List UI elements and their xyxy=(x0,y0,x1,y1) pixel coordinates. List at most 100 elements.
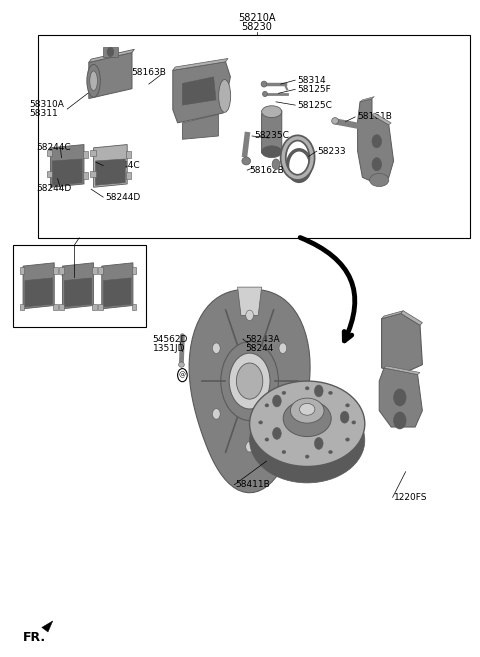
Bar xyxy=(59,304,64,310)
Bar xyxy=(83,151,88,158)
Text: 54562D: 54562D xyxy=(153,334,188,344)
Ellipse shape xyxy=(263,91,267,97)
Ellipse shape xyxy=(261,81,267,87)
Polygon shape xyxy=(104,278,131,307)
Text: 58161B: 58161B xyxy=(358,112,393,122)
Text: 58244C: 58244C xyxy=(106,161,140,170)
Bar xyxy=(92,304,97,310)
Ellipse shape xyxy=(370,173,389,187)
Polygon shape xyxy=(360,97,374,102)
Bar xyxy=(20,304,24,310)
Bar xyxy=(59,267,64,274)
Text: 58244: 58244 xyxy=(245,344,273,353)
Bar xyxy=(126,151,131,158)
Polygon shape xyxy=(238,287,262,315)
Text: 58314: 58314 xyxy=(298,76,326,85)
Ellipse shape xyxy=(332,118,338,124)
Ellipse shape xyxy=(265,403,269,407)
Bar xyxy=(90,150,96,156)
Text: 58125F: 58125F xyxy=(298,85,331,94)
Circle shape xyxy=(272,159,280,170)
Circle shape xyxy=(394,412,406,429)
Text: 1220FS: 1220FS xyxy=(394,493,427,502)
Polygon shape xyxy=(382,311,403,319)
Polygon shape xyxy=(94,145,127,187)
Ellipse shape xyxy=(90,71,97,91)
Polygon shape xyxy=(182,77,216,105)
Polygon shape xyxy=(62,263,94,309)
Polygon shape xyxy=(401,311,422,325)
Ellipse shape xyxy=(262,106,282,118)
Polygon shape xyxy=(50,145,84,187)
Ellipse shape xyxy=(282,391,286,394)
Polygon shape xyxy=(64,278,92,307)
Text: 58162B: 58162B xyxy=(250,166,284,175)
Bar xyxy=(98,304,103,310)
Polygon shape xyxy=(42,621,53,632)
Text: FR.: FR. xyxy=(23,631,46,644)
Polygon shape xyxy=(358,99,394,183)
Ellipse shape xyxy=(259,421,263,424)
Polygon shape xyxy=(23,263,54,309)
Ellipse shape xyxy=(218,79,230,112)
Bar xyxy=(103,47,118,57)
Polygon shape xyxy=(382,313,422,374)
Ellipse shape xyxy=(242,157,251,165)
Polygon shape xyxy=(262,110,282,153)
Ellipse shape xyxy=(300,403,315,415)
Text: 58235C: 58235C xyxy=(254,131,289,141)
Bar xyxy=(53,304,58,310)
Ellipse shape xyxy=(265,438,269,442)
Bar xyxy=(53,267,58,274)
Text: 58310A: 58310A xyxy=(29,100,64,109)
Ellipse shape xyxy=(283,401,331,437)
Ellipse shape xyxy=(250,381,365,466)
Bar xyxy=(126,172,131,179)
Polygon shape xyxy=(182,114,218,139)
Ellipse shape xyxy=(250,397,365,483)
Bar xyxy=(92,267,97,274)
Ellipse shape xyxy=(237,363,263,399)
Ellipse shape xyxy=(346,403,349,407)
Text: 58244C: 58244C xyxy=(36,143,71,152)
Polygon shape xyxy=(102,263,133,309)
Circle shape xyxy=(273,428,281,440)
Polygon shape xyxy=(89,49,134,62)
Ellipse shape xyxy=(179,362,184,367)
Circle shape xyxy=(213,409,220,419)
Bar xyxy=(132,304,136,310)
Circle shape xyxy=(340,411,349,423)
Polygon shape xyxy=(384,366,420,374)
Ellipse shape xyxy=(328,451,333,454)
Polygon shape xyxy=(25,278,52,307)
Circle shape xyxy=(246,442,253,452)
Bar xyxy=(13,245,146,327)
Bar xyxy=(47,150,52,156)
Bar xyxy=(20,267,24,274)
Polygon shape xyxy=(372,113,391,125)
Ellipse shape xyxy=(305,455,309,459)
Ellipse shape xyxy=(262,146,282,158)
Circle shape xyxy=(213,343,220,353)
Polygon shape xyxy=(173,58,228,70)
Circle shape xyxy=(372,158,382,171)
Text: 58125C: 58125C xyxy=(298,101,333,110)
Bar xyxy=(98,267,103,274)
Bar xyxy=(83,172,88,179)
Ellipse shape xyxy=(282,451,286,454)
Text: 58302: 58302 xyxy=(60,269,89,278)
Polygon shape xyxy=(173,62,230,123)
Bar xyxy=(38,35,470,238)
Ellipse shape xyxy=(328,391,333,394)
Ellipse shape xyxy=(229,353,270,409)
Circle shape xyxy=(314,438,323,449)
Ellipse shape xyxy=(305,386,309,390)
Ellipse shape xyxy=(290,398,324,423)
Polygon shape xyxy=(96,159,125,185)
Text: 58244D: 58244D xyxy=(36,184,71,193)
Text: 58210A: 58210A xyxy=(238,12,276,23)
Polygon shape xyxy=(379,368,422,427)
Ellipse shape xyxy=(346,438,349,442)
Text: 58163B: 58163B xyxy=(132,68,166,77)
Bar xyxy=(132,267,136,274)
